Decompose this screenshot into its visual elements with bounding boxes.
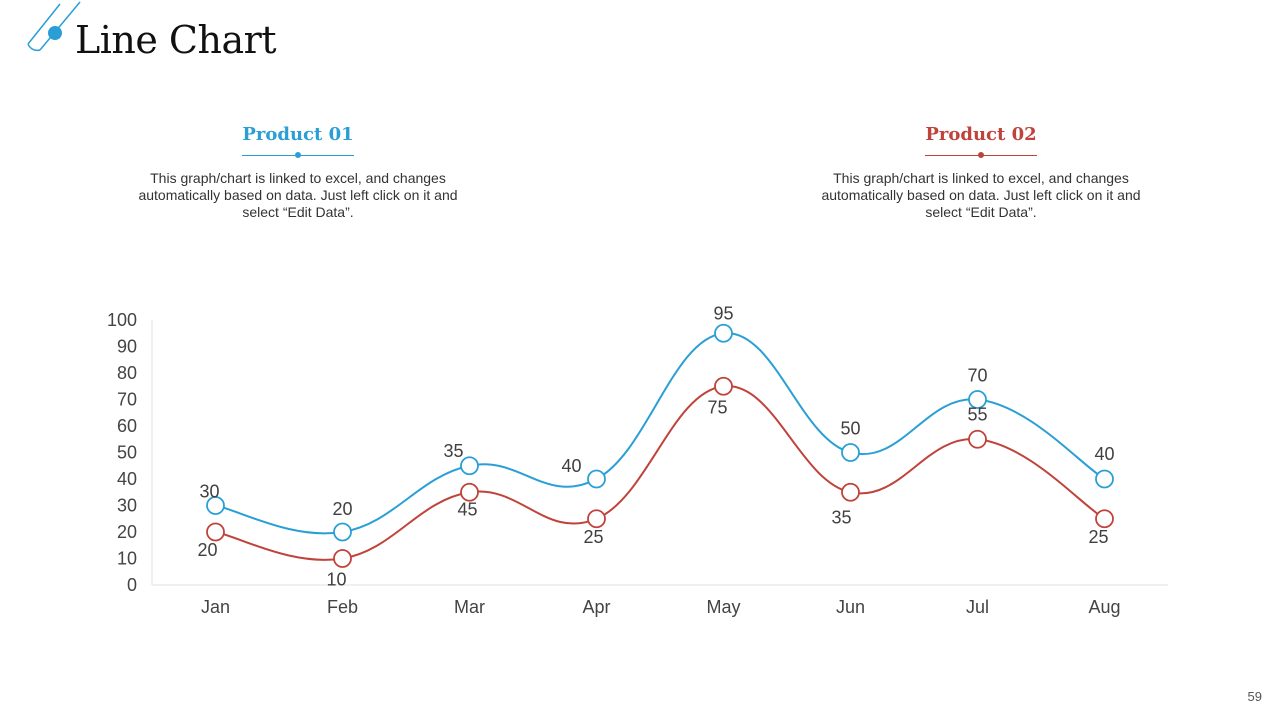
data-label: 20 (197, 540, 217, 560)
data-label: 75 (707, 397, 727, 417)
product-01-block: Product 01 This graph/chart is linked to… (138, 124, 458, 221)
data-label: 40 (561, 456, 581, 476)
data-label: 55 (967, 404, 987, 424)
y-tick-label: 30 (117, 496, 137, 516)
product-01-divider (242, 152, 354, 158)
data-label: 25 (1088, 527, 1108, 547)
series-line-1 (215, 332, 1106, 535)
data-label: 35 (831, 507, 851, 527)
data-point (714, 323, 733, 343)
data-point (206, 522, 225, 542)
product-02-divider (925, 152, 1037, 158)
data-point (206, 496, 225, 515)
x-tick-label: Jul (966, 597, 989, 617)
data-label: 40 (1094, 444, 1114, 464)
series-points (206, 323, 1114, 568)
data-point (460, 456, 479, 476)
data-label: 25 (583, 527, 603, 547)
data-point (460, 482, 479, 502)
data-point (587, 469, 606, 489)
y-tick-label: 70 (117, 390, 137, 410)
y-tick-label: 10 (117, 549, 137, 569)
y-tick-label: 0 (127, 575, 137, 595)
data-point (841, 443, 860, 462)
y-tick-label: 60 (117, 416, 137, 436)
y-tick-labels: 0 10 20 30 40 50 60 70 80 90 100 (107, 310, 137, 595)
y-tick-label: 50 (117, 443, 137, 463)
page-number: 59 (1247, 689, 1262, 704)
data-label: 70 (967, 366, 987, 386)
data-point (587, 509, 606, 529)
series-lines (215, 332, 1106, 561)
data-label: 10 (326, 570, 346, 590)
product-02-description: This graph/chart is linked to excel, and… (821, 170, 1141, 220)
series-line-2 (215, 385, 1106, 561)
x-tick-label: Apr (582, 597, 610, 617)
y-tick-label: 90 (117, 337, 137, 357)
divider-dot (295, 152, 301, 158)
data-point (1095, 509, 1114, 529)
data-point (841, 482, 860, 502)
data-point (333, 522, 352, 542)
data-label: 50 (840, 419, 860, 439)
data-point (968, 429, 987, 449)
product-02-title: Product 02 (925, 124, 1037, 145)
x-tick-label: Mar (454, 597, 485, 617)
data-labels: 30 20 35 40 95 50 70 40 20 10 45 25 75 35 55 25 (197, 303, 1114, 589)
data-point (1095, 469, 1114, 489)
x-tick-label: Feb (327, 597, 358, 617)
divider-dot (978, 152, 984, 158)
x-tick-label: Aug (1088, 597, 1120, 617)
decorative-clip-icon (27, 1, 81, 52)
y-tick-label: 80 (117, 363, 137, 383)
data-point (714, 376, 733, 396)
x-tick-label: May (706, 597, 740, 617)
x-tick-label: Jun (836, 597, 865, 617)
data-point (968, 390, 987, 409)
data-point (333, 549, 352, 568)
data-label: 35 (443, 441, 463, 461)
y-tick-label: 40 (117, 469, 137, 489)
data-label: 45 (457, 499, 477, 519)
product-01-description: This graph/chart is linked to excel, and… (138, 170, 458, 220)
y-tick-label: 20 (117, 522, 137, 542)
product-02-block: Product 02 This graph/chart is linked to… (821, 124, 1141, 221)
product-01-title: Product 01 (242, 124, 354, 145)
page-title: Line Chart (75, 18, 277, 62)
x-tick-label: Jan (201, 597, 230, 617)
data-label: 20 (332, 499, 352, 519)
y-tick-label: 100 (107, 310, 137, 330)
data-label: 95 (713, 303, 733, 323)
data-label: 30 (199, 482, 219, 502)
x-tick-labels: Jan Feb Mar Apr May Jun Jul Aug (201, 597, 1121, 617)
